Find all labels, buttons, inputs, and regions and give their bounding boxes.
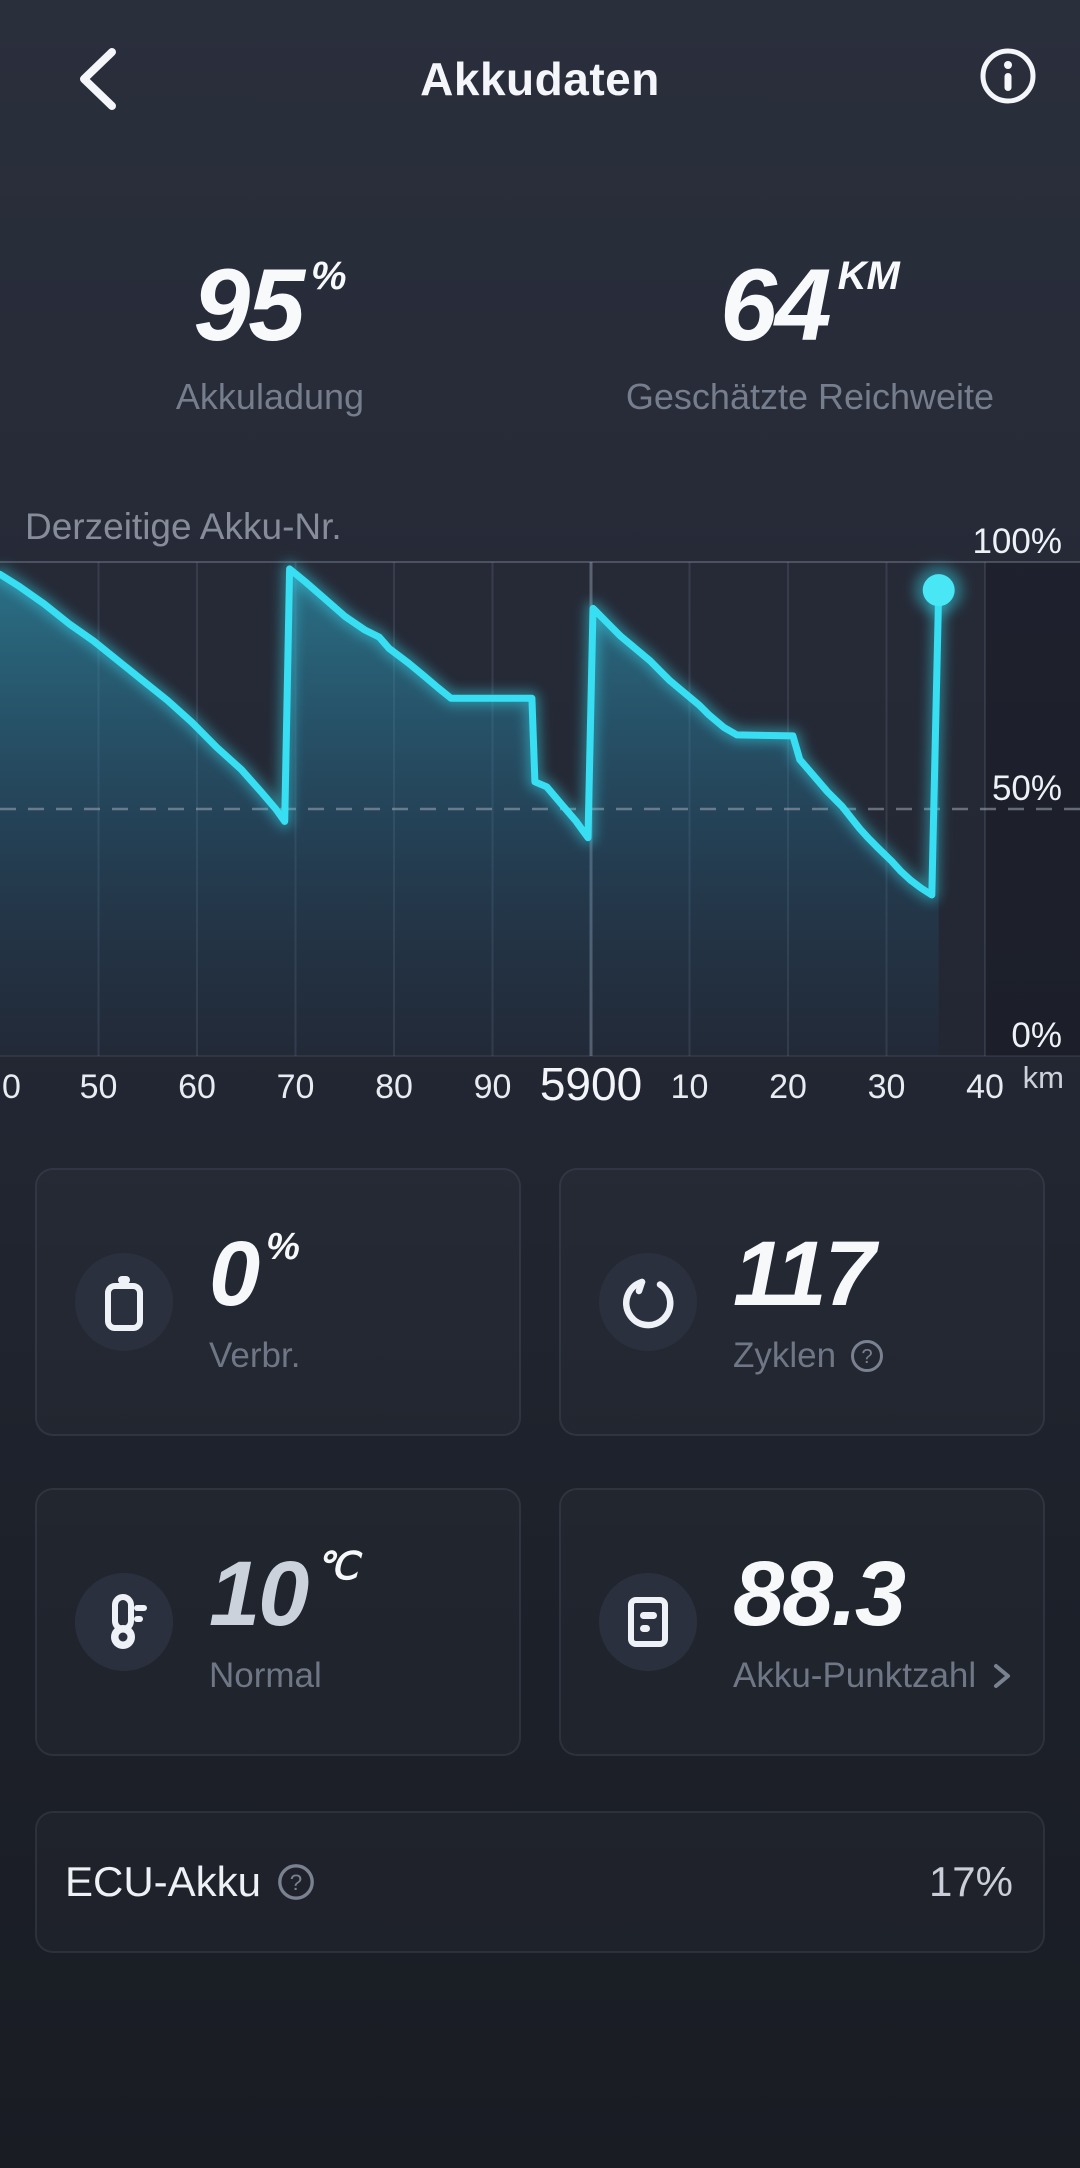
battery-charge-value: 95	[193, 248, 304, 362]
ecu-battery-row: ECU-Akku ? 17%	[35, 1811, 1045, 1953]
y-tick-label: 50%	[991, 769, 1062, 808]
ecu-battery-value: 17%	[928, 1858, 1013, 1905]
temperature-unit: ℃	[315, 1546, 359, 1588]
consumption-unit: %	[266, 1226, 300, 1268]
summary-stats: 95 % Akkuladung 64 KM Geschätzte Reichwe…	[0, 254, 1080, 418]
x-tick-label: 30	[867, 1068, 906, 1106]
battery-score-card[interactable]: 88.3 Akku-Punktzahl	[559, 1488, 1045, 1756]
battery-charge-label: Akkuladung	[175, 376, 365, 417]
consumption-card: 0 % Verbr.	[35, 1168, 521, 1436]
ecu-battery-label: ECU-Akku	[65, 1858, 262, 1905]
temperature-value: 10	[209, 1543, 309, 1645]
x-tick-label: 60	[178, 1068, 216, 1106]
info-icon[interactable]	[978, 46, 1038, 106]
battery-history-chart[interactable]: 100% 50% 0% 0 50 60 70 80 90 5900 10 20 30 40 km	[0, 500, 1080, 1110]
x-axis-unit: km	[1022, 1060, 1064, 1095]
consumption-value: 0	[209, 1223, 260, 1325]
cycles-value: 117	[733, 1223, 876, 1325]
temperature-label: Normal	[209, 1656, 322, 1695]
x-tick-label: 20	[769, 1068, 807, 1106]
battery-score-value: 88.3	[733, 1543, 906, 1645]
consumption-label: Verbr.	[209, 1336, 301, 1375]
range-stat: 64 KM Geschätzte Reichweite	[540, 254, 1080, 418]
y-tick-label: 0%	[1011, 1016, 1062, 1055]
chart-title: Derzeitige Akku-Nr.	[25, 506, 342, 547]
header: Akkudaten	[0, 28, 1080, 114]
svg-text:?: ?	[862, 1346, 873, 1368]
thermometer-icon	[75, 1573, 173, 1671]
x-tick-label: 70	[276, 1068, 315, 1106]
temperature-card: 10 ℃ Normal	[35, 1488, 521, 1756]
chevron-right-icon	[994, 1664, 1011, 1688]
x-tick-label: 40	[966, 1068, 1004, 1106]
page-title: Akkudaten	[420, 53, 660, 105]
x-tick-label: 80	[375, 1068, 413, 1106]
battery-icon	[75, 1253, 173, 1351]
cycles-help-icon[interactable]: ?	[850, 1339, 884, 1373]
x-tick-label: 10	[670, 1068, 709, 1106]
range-unit: KM	[837, 254, 900, 298]
x-tick-label: 90	[473, 1068, 512, 1106]
x-tick-label: 5900	[539, 1058, 643, 1110]
battery-charge-stat: 95 % Akkuladung	[0, 254, 540, 418]
cycles-label: Zyklen	[733, 1336, 837, 1375]
back-icon[interactable]	[72, 46, 124, 112]
svg-text:?: ?	[290, 1870, 302, 1895]
y-tick-label: 100%	[972, 522, 1062, 561]
range-label: Geschätzte Reichweite	[625, 376, 995, 417]
x-tick-label: 0	[2, 1068, 21, 1106]
ecu-help-icon[interactable]: ?	[277, 1863, 315, 1901]
chart-plot	[0, 561, 1080, 1057]
range-value: 64	[720, 248, 831, 362]
battery-charge-unit: %	[310, 254, 347, 298]
x-tick-label: 50	[79, 1068, 118, 1106]
cycles-card: 117 Zyklen ?	[559, 1168, 1045, 1436]
cycles-icon	[599, 1253, 697, 1351]
battery-score-label: Akku-Punktzahl	[733, 1656, 977, 1695]
score-icon	[599, 1573, 697, 1671]
